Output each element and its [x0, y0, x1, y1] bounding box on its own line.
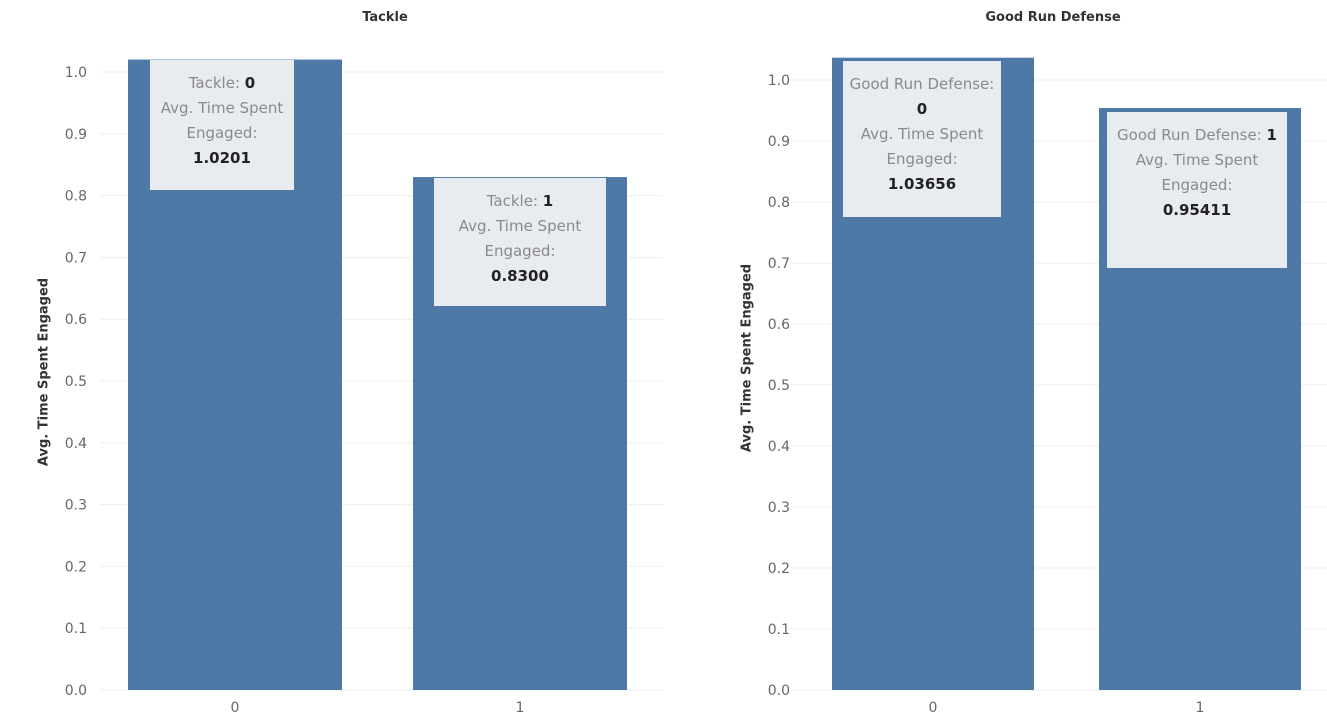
y-tick-label: 0.3 — [768, 500, 790, 516]
y-tick-label: 0.5 — [65, 374, 87, 390]
y-tick-label: 0.7 — [65, 250, 87, 266]
tooltip-measure-value: 0.8300 — [491, 267, 549, 285]
y-tick-label: 0.6 — [65, 312, 87, 328]
x-tick-label: 0 — [231, 700, 240, 716]
tooltip-measure-value: 1.03656 — [887, 175, 957, 193]
y-tick-label: 1.0 — [65, 65, 87, 81]
y-tick-label: 0.2 — [65, 559, 87, 575]
y-tick-label: 0.4 — [65, 436, 87, 452]
y-tick-label: 0.7 — [768, 256, 790, 272]
good-run-defense-chart: Good Run Defense Avg. Time Spent Engaged… — [663, 0, 1327, 727]
x-tick-label: 0 — [929, 700, 938, 716]
tackle-chart: Tackle Avg. Time Spent Engaged 0.0 0.1 0.2… — [0, 0, 663, 727]
y-tick-label: 0.8 — [768, 195, 790, 211]
tooltip-field-label: Good Run Defense: — [1117, 126, 1262, 144]
x-tick-label: 1 — [1196, 700, 1205, 716]
chart-title: Good Run Defense — [985, 10, 1121, 25]
tooltip-good-run-defense-0: Good Run Defense: 0 Avg. Time Spent Enga… — [843, 61, 1001, 217]
x-tick-label: 1 — [516, 700, 525, 716]
tackle-plot: 0.0 0.1 0.2 0.3 0.4 0.5 0.6 0.7 0.8 0.9 1.0 0 1 — [65, 59, 663, 716]
tooltip-measure-value: 0.95411 — [1162, 201, 1232, 219]
y-tick-label: 0.2 — [768, 561, 790, 577]
y-tick-label: 0.8 — [65, 189, 87, 205]
tooltip-measure-label: Avg. Time Spent Engaged: — [1135, 151, 1259, 194]
tooltip-good-run-defense-1: Good Run Defense: 1 Avg. Time Spent Enga… — [1107, 112, 1287, 268]
tooltip-measure-label: Avg. Time Spent Engaged: — [860, 125, 984, 168]
y-tick-label: 0.1 — [65, 621, 87, 637]
tooltip-field-value: 0 — [244, 74, 256, 92]
tooltip-tackle-0: Tackle: 0 Avg. Time Spent Engaged: 1.020… — [150, 60, 294, 190]
tooltip-field-label: Tackle: — [188, 74, 241, 92]
y-tick-label: 0.4 — [768, 439, 790, 455]
y-tick-label: 0.3 — [65, 498, 87, 514]
tooltip-field-label: Tackle: — [486, 192, 539, 210]
y-tick-label: 0.9 — [768, 134, 790, 150]
tooltip-field-value: 1 — [1266, 126, 1277, 144]
tooltip-field-value: 0 — [916, 100, 928, 118]
tooltip-field-label: Good Run Defense: — [849, 75, 995, 93]
y-tick-label: 0.1 — [768, 622, 790, 638]
chart-title: Tackle — [362, 10, 408, 25]
tooltip-measure-label: Avg. Time Spent Engaged: — [458, 217, 582, 260]
y-tick-label: 1.0 — [768, 73, 790, 89]
y-tick-label: 0.5 — [768, 378, 790, 394]
y-tick-label: 0.0 — [768, 683, 790, 699]
tooltip-measure-label: Avg. Time Spent Engaged: — [160, 99, 284, 142]
y-tick-label: 0.0 — [65, 683, 87, 699]
y-tick-label: 0.6 — [768, 317, 790, 333]
tooltip-measure-value: 1.0201 — [193, 149, 251, 167]
tooltip-tackle-1: Tackle: 1 Avg. Time Spent Engaged: 0.830… — [434, 178, 606, 306]
y-tick-label: 0.9 — [65, 127, 87, 143]
tooltip-field-value: 1 — [542, 192, 554, 210]
